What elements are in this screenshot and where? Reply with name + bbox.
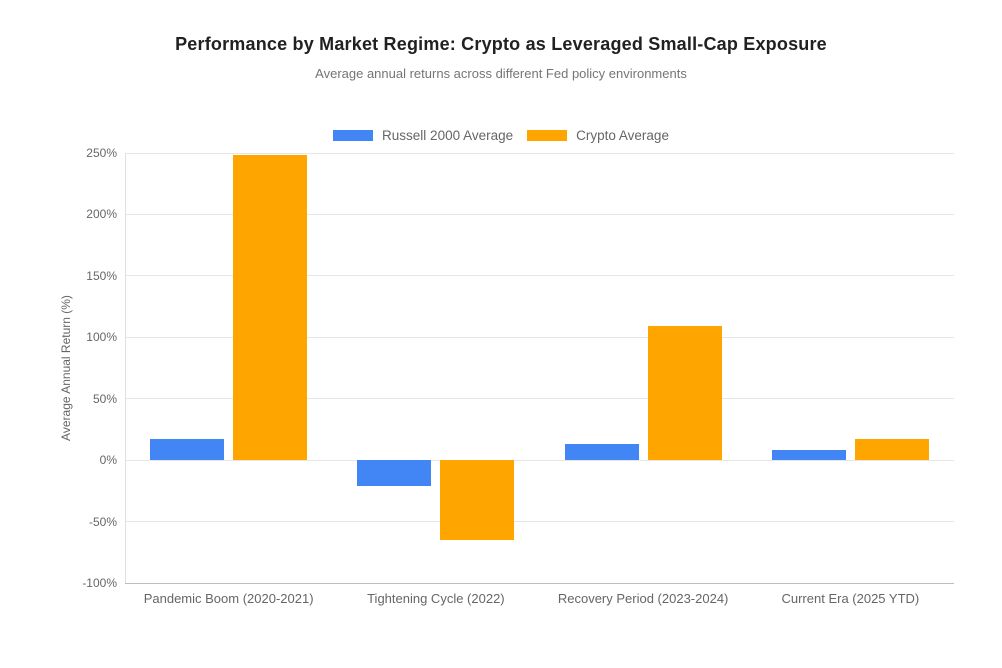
y-tick-label: 100%	[86, 330, 117, 345]
bar-crypto-average-2[interactable]	[440, 460, 515, 540]
y-axis-line	[125, 153, 126, 583]
gridline	[125, 275, 954, 277]
legend: Russell 2000 Average Crypto Average	[0, 126, 1002, 144]
y-tick-label: -100%	[82, 576, 117, 590]
x-category-label: Recovery Period (2023-2024)	[557, 591, 729, 606]
y-axis-title-text: Average Annual Return (%)	[59, 295, 73, 441]
bar-crypto-average-4[interactable]	[854, 439, 929, 461]
legend-label: Russell 2000 Average	[382, 127, 514, 143]
gridline	[125, 213, 954, 215]
legend-swatch-icon	[527, 129, 568, 141]
bar-russell-2000-average-3[interactable]	[564, 444, 639, 461]
bar-russell-2000-average-1[interactable]	[150, 439, 225, 461]
y-tick-label: 200%	[86, 207, 117, 222]
gridline	[125, 398, 954, 400]
y-tick-label: 0%	[99, 453, 117, 468]
gridline	[125, 582, 954, 584]
legend-item-crypto-average[interactable]: Crypto Average	[527, 128, 669, 143]
legend-swatch-icon	[333, 129, 374, 141]
bar-crypto-average-3[interactable]	[647, 326, 722, 461]
plot-area	[125, 152, 954, 584]
x-category-label: Pandemic Boom (2020-2021)	[143, 591, 314, 606]
chart-title: Performance by Market Regime: Crypto as …	[175, 34, 827, 54]
gridline	[125, 521, 954, 523]
chart-subtitle: Average annual returns across different …	[315, 66, 687, 81]
bar-russell-2000-average-2[interactable]	[357, 460, 432, 486]
y-tick-label: 250%	[86, 146, 117, 160]
gridline	[125, 152, 954, 154]
x-category-label: Tightening Cycle (2022)	[367, 591, 505, 606]
x-category-label: Current Era (2025 YTD)	[781, 591, 920, 606]
y-tick-label: -50%	[88, 514, 117, 529]
legend-item-russell-2000-average[interactable]: Russell 2000 Average	[333, 128, 513, 143]
y-tick-label: 50%	[92, 391, 117, 406]
gridline	[125, 336, 954, 338]
bar-crypto-average-1[interactable]	[233, 155, 308, 461]
bar-russell-2000-average-4[interactable]	[771, 450, 846, 461]
legend-label: Crypto Average	[576, 127, 669, 143]
gridline	[125, 459, 954, 461]
y-tick-label: 150%	[86, 268, 117, 283]
